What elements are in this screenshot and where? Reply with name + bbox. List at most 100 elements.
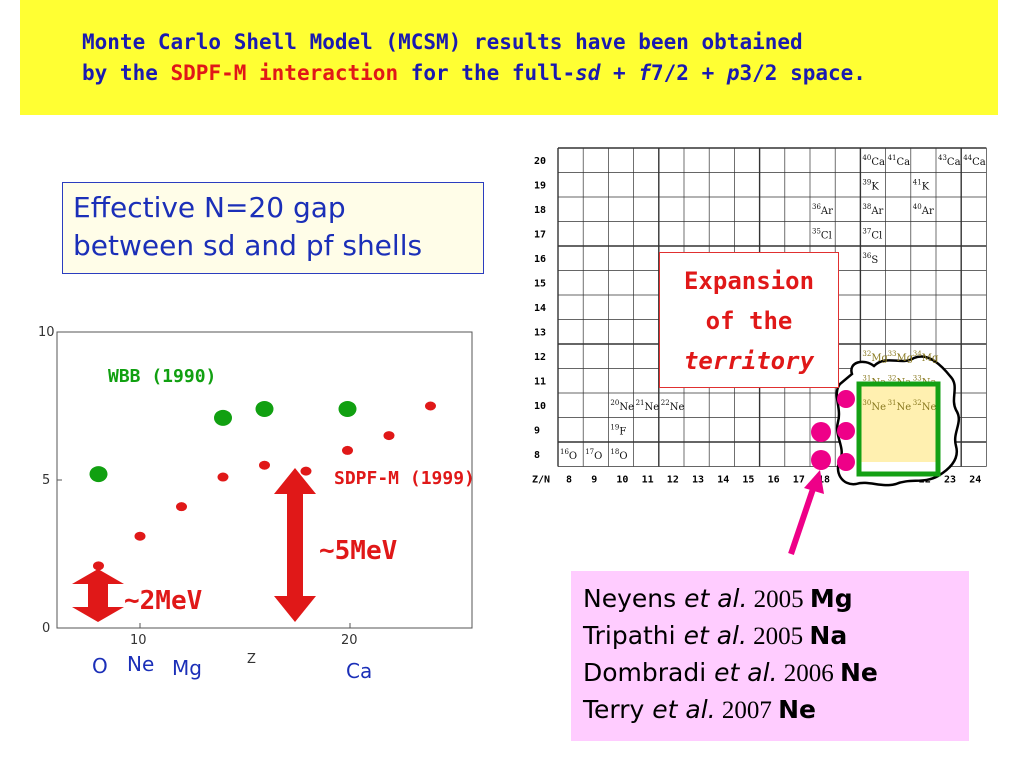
magenta-dot bbox=[837, 422, 855, 440]
z-tick-label: 17 bbox=[534, 230, 546, 241]
mev5-label: ~5MeV bbox=[319, 536, 398, 566]
x-tick-label: 10 bbox=[130, 633, 147, 648]
sdpf-point bbox=[259, 460, 270, 470]
z-tick-label: 16 bbox=[534, 254, 546, 265]
nuclide-labels: 20 19 18 17 16 15 14 13 12 11 10 9 8 Z/N 8 9 10 11 12 13 14 1… bbox=[532, 154, 986, 486]
expansion-box: Expansion of the territory bbox=[659, 252, 839, 388]
y-tick-label: 5 bbox=[42, 473, 50, 488]
y-tick-label: 10 bbox=[38, 325, 55, 340]
n-tick-label: 23 bbox=[944, 475, 956, 486]
sdpf-point bbox=[176, 502, 187, 512]
title-text: sd bbox=[575, 61, 601, 85]
nuclide-label: 20Ne bbox=[610, 399, 634, 413]
nuclide-label: 36S bbox=[862, 252, 878, 266]
z-tick-label: 10 bbox=[534, 401, 546, 412]
nuclide-label: 40Ar bbox=[913, 203, 934, 217]
ref-year: 2007 bbox=[715, 697, 779, 724]
z-tick-label: 19 bbox=[534, 181, 546, 192]
title-text: for the full- bbox=[398, 61, 576, 85]
sdpf-point bbox=[134, 531, 146, 541]
nuclide-label: 22Ne bbox=[661, 399, 685, 413]
sdpf-point bbox=[425, 401, 436, 411]
scatter-points bbox=[89, 400, 436, 571]
n-tick-label: 15 bbox=[742, 475, 754, 486]
n-tick-label: 24 bbox=[969, 475, 981, 486]
magenta-dot bbox=[811, 450, 831, 470]
expansion-line-2: of the bbox=[705, 307, 793, 335]
arrow-2mev bbox=[72, 569, 124, 622]
z-tick-label: 13 bbox=[534, 328, 546, 339]
z-tick-label: 9 bbox=[534, 426, 540, 437]
gap-box-line-2: between sd and pf shells bbox=[73, 229, 423, 262]
nuclide-label: 36Ar bbox=[812, 203, 833, 217]
nuclide-chart: 20 19 18 17 16 15 14 13 12 11 10 9 8 Z/N 8 9 10 11 12 13 14 1… bbox=[532, 147, 987, 555]
axis-corner-label: Z/N bbox=[532, 475, 550, 486]
nuclide-label: 19F bbox=[610, 424, 626, 438]
z-tick-label: 8 bbox=[534, 450, 540, 461]
wbb-label: WBB (1990) bbox=[108, 366, 217, 387]
nuclide-label: 33Mg bbox=[888, 350, 914, 364]
z-tick-label: 11 bbox=[534, 377, 546, 388]
pink-arrow-head bbox=[804, 470, 824, 494]
element-label-ne: Ne bbox=[127, 652, 155, 676]
magenta-dot bbox=[837, 390, 855, 408]
title-bar: Monte Carlo Shell Model (MCSM) results h… bbox=[20, 0, 998, 115]
references-box: Neyens et al. 2005 Mg Tripathi et al. 20… bbox=[571, 571, 969, 741]
nuclide-label: 21Ne bbox=[636, 399, 660, 413]
nuclide-label: 41Ca bbox=[888, 154, 911, 168]
title-text: by the bbox=[82, 61, 171, 85]
nuclide-label: 18O bbox=[610, 448, 627, 462]
reference-line: Neyens et al. 2005 Mg bbox=[583, 581, 969, 618]
ref-author: Dombradi bbox=[583, 658, 715, 687]
ref-element: Ne bbox=[778, 695, 816, 724]
title-line-2: by the SDPF-M interaction for the full-s… bbox=[82, 61, 866, 85]
wbb-point bbox=[255, 400, 274, 417]
n-tick-label: 14 bbox=[717, 475, 729, 486]
n-tick-label: 10 bbox=[616, 475, 628, 486]
magenta-dot bbox=[837, 453, 855, 471]
sdpf-point bbox=[217, 472, 229, 482]
ref-author: Neyens bbox=[583, 584, 685, 613]
nuclide-label: 17O bbox=[585, 448, 602, 462]
nuclide-label: 43Ca bbox=[938, 154, 961, 168]
sdpf-point bbox=[300, 466, 312, 476]
ref-author: Tripathi bbox=[583, 621, 684, 650]
ref-year: 2005 bbox=[746, 623, 810, 650]
ref-year: 2005 bbox=[747, 586, 810, 613]
title-text: + bbox=[600, 61, 639, 85]
reference-line: Tripathi et al. 2005 Na bbox=[583, 618, 969, 655]
wbb-point bbox=[89, 466, 108, 483]
sdpf-point bbox=[93, 561, 104, 571]
nuclide-label: 34Mg bbox=[913, 350, 939, 364]
n-tick-label: 9 bbox=[591, 475, 597, 486]
z-tick-label: 15 bbox=[534, 279, 546, 290]
magenta-dot bbox=[811, 422, 831, 442]
nuclide-label: 30Ne bbox=[862, 399, 886, 413]
title-line-1-text: Monte Carlo Shell Model (MCSM) results h… bbox=[82, 30, 803, 54]
z-tick-label: 12 bbox=[534, 352, 546, 363]
sdpf-label: SDPF-M (1999) bbox=[334, 468, 475, 489]
n-tick-label: 13 bbox=[692, 475, 704, 486]
element-label-mg: Mg bbox=[172, 656, 202, 680]
nuclide-label: 40Ca bbox=[862, 154, 885, 168]
nuclide-label: 44Ca bbox=[963, 154, 986, 168]
element-label-ca: Ca bbox=[346, 659, 373, 683]
expansion-line-1: Expansion bbox=[683, 267, 815, 295]
ref-etal: et al. bbox=[684, 584, 748, 613]
nuclide-label: 39K bbox=[862, 179, 879, 193]
highlight-fill bbox=[860, 386, 936, 462]
x-axis-label: Z bbox=[247, 652, 256, 667]
pink-arrow-shaft bbox=[788, 485, 817, 555]
title-text: 7/2 + bbox=[651, 61, 727, 85]
nuclide-label: 38Ar bbox=[862, 203, 883, 217]
n-tick-label: 11 bbox=[642, 475, 654, 486]
nuclide-label: 16O bbox=[560, 448, 577, 462]
highlight-box bbox=[856, 381, 941, 477]
nuclide-label: 35Cl bbox=[812, 228, 832, 242]
n-tick-label: 8 bbox=[566, 475, 572, 486]
element-label-o: O bbox=[92, 654, 108, 678]
ref-etal: et al. bbox=[714, 658, 778, 687]
ref-element: Na bbox=[809, 621, 848, 650]
sdpf-point bbox=[383, 431, 395, 441]
